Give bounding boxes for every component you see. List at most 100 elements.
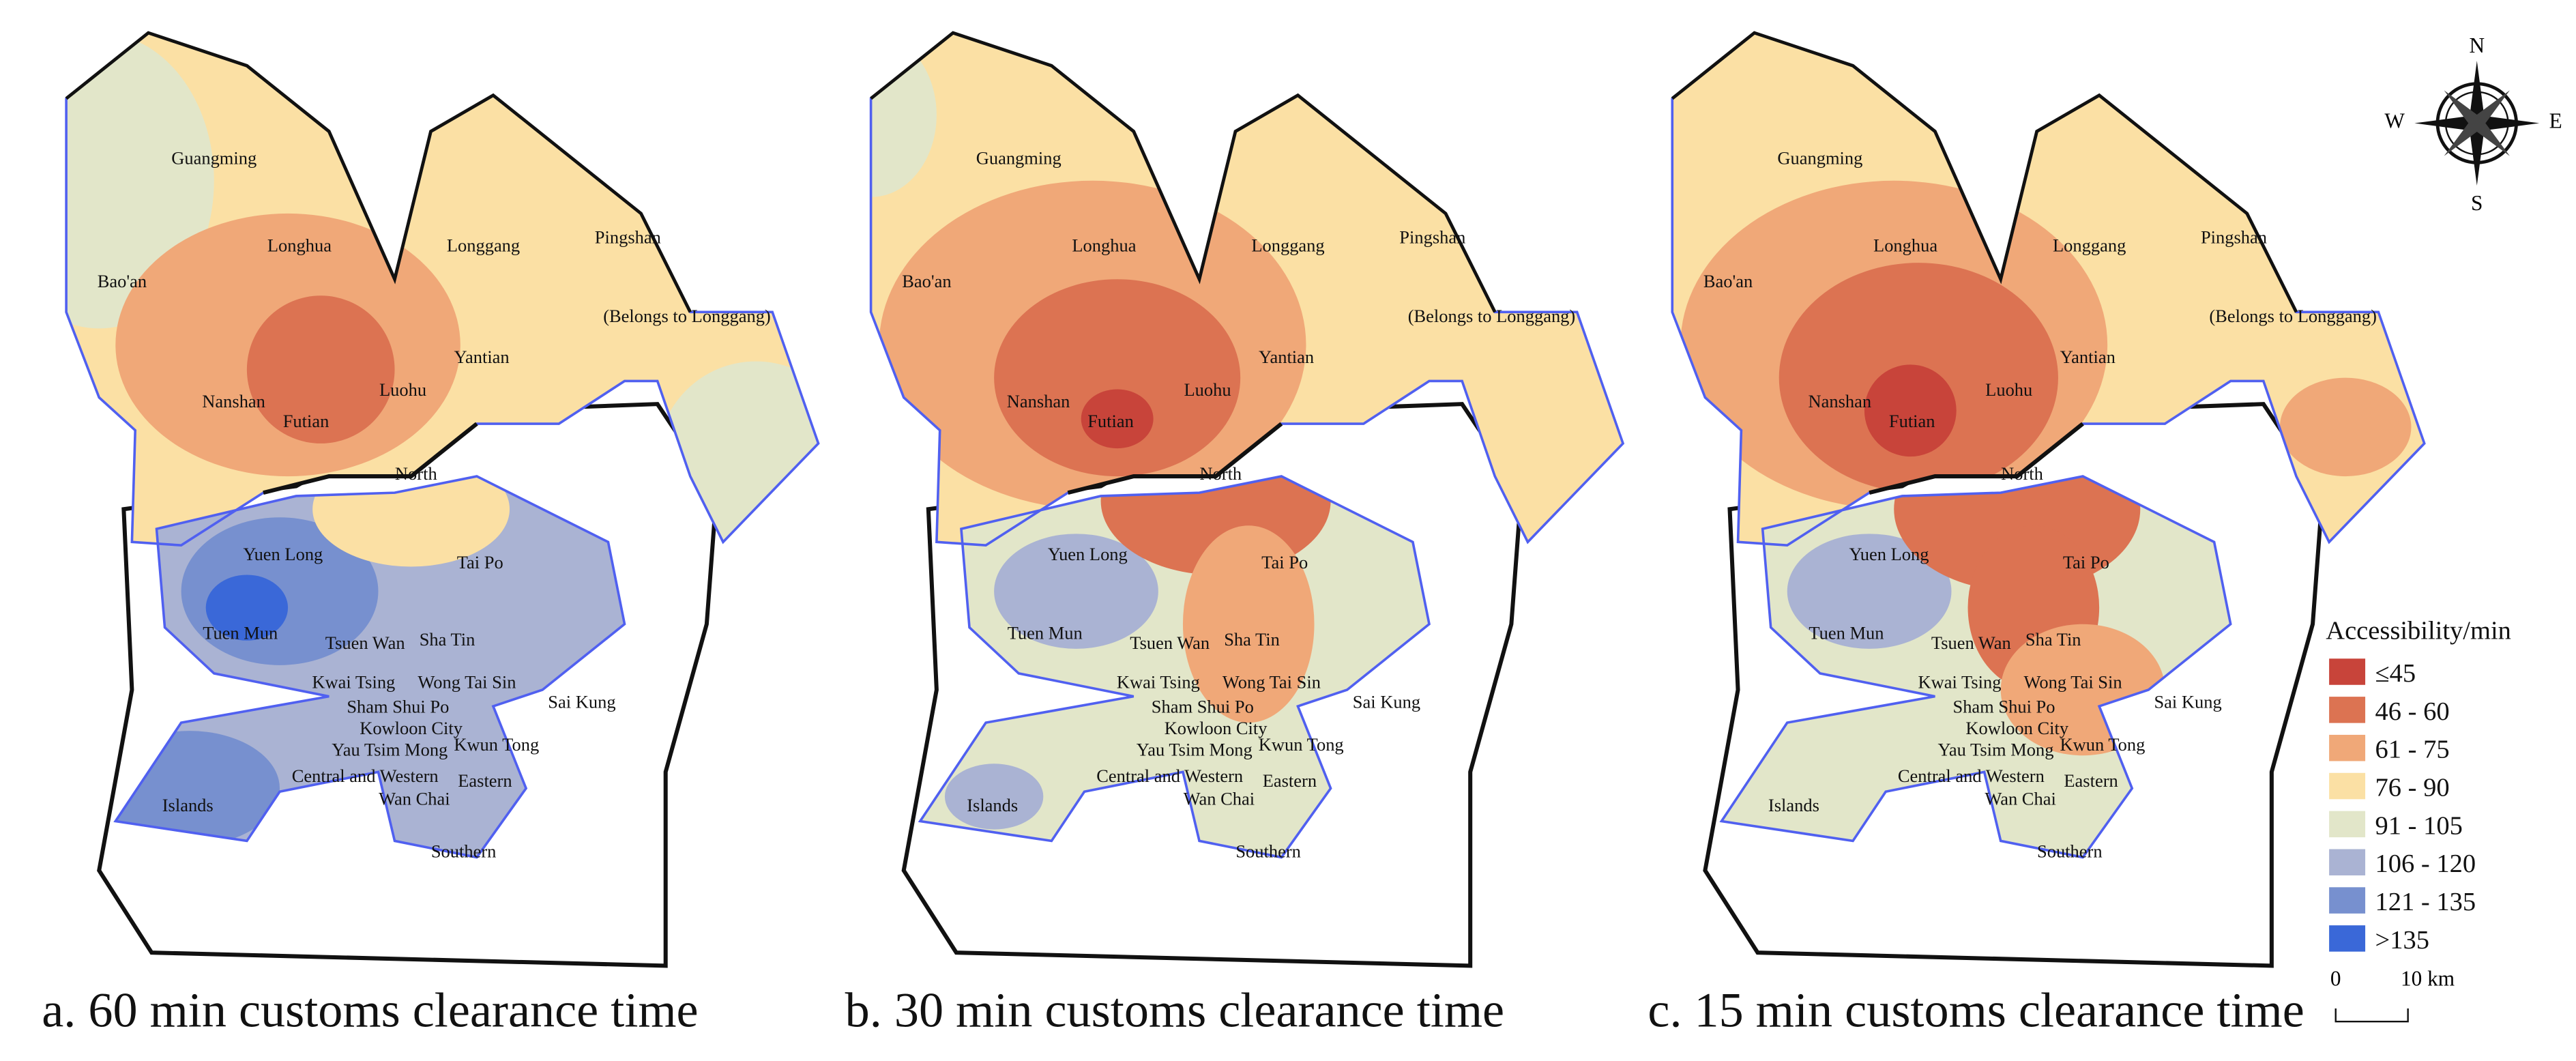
district-label: Yantian [1259, 347, 1314, 367]
legend-swatch [2329, 887, 2366, 914]
map-panel: Guangming Longhua Longgang Pingshan Bao'an (B… [869, 31, 1625, 968]
district-label: Tsuen Wan [1130, 633, 1210, 653]
legend-swatch [2329, 697, 2366, 723]
district-label: Kwun Tong [454, 734, 539, 755]
district-label: Yuen Long [243, 544, 323, 564]
scale-bar: 0 10 km [2330, 966, 2455, 1023]
district-label: Tsuen Wan [325, 633, 405, 653]
map-panel: Guangming Longhua Longgang Pingshan Bao'an (B… [65, 31, 820, 968]
district-label: Tai Po [1261, 552, 1308, 572]
district-label: Longgang [1251, 235, 1324, 255]
district-label: Pingshan [2201, 227, 2267, 247]
district-label: Kwun Tong [1259, 734, 1344, 755]
shenzhen-north-border [1671, 31, 2298, 313]
district-label: Kwun Tong [2060, 734, 2145, 755]
sz-hk-border [263, 422, 478, 495]
district-label: Sham Shui Po [347, 697, 449, 717]
accessibility-zone [944, 764, 1044, 830]
legend-label: 121 - 135 [2375, 888, 2476, 916]
compass-w: W [2384, 109, 2405, 133]
district-label: Sha Tin [2025, 629, 2081, 650]
district-label: Wan Chai [1184, 788, 1255, 809]
district-label: Kowloon City [1965, 718, 2069, 738]
district-label: Bao'an [1703, 271, 1753, 291]
sz-hk-border [1067, 422, 1283, 495]
district-label: Luohu [1184, 379, 1231, 400]
legend-label: 91 - 105 [2375, 811, 2463, 840]
district-label: Pingshan [1399, 227, 1465, 247]
accessibility-zone [1182, 525, 1315, 723]
district-label: Tai Po [457, 552, 503, 572]
compass-e: E [2549, 109, 2562, 133]
district-label: Southern [2037, 841, 2103, 862]
district-label: Yuen Long [1849, 544, 1929, 564]
district-label: Yantian [454, 347, 510, 367]
accessibility-zone [246, 295, 395, 444]
district-label: Kwai Tsing [312, 672, 395, 693]
district-label: Eastern [1263, 770, 1317, 791]
district-label: Wong Tai Sin [1223, 672, 1321, 693]
district-label: Southern [1235, 841, 1301, 862]
district-label: Eastern [458, 770, 512, 791]
district-label: Tuen Mun [1809, 622, 1884, 643]
district-label: Sha Tin [1224, 629, 1280, 650]
panel-caption: c. 15 min customs clearance time [1648, 983, 2304, 1037]
district-label: Luohu [1985, 379, 2032, 400]
legend-label: 61 - 75 [2375, 736, 2450, 764]
district-label: Yantian [2060, 347, 2116, 367]
district-label: North [395, 463, 437, 484]
district-label: Sai Kung [1353, 691, 1420, 712]
district-label: Sham Shui Po [1152, 697, 1254, 717]
map-panel: Guangming Longhua Longgang Pingshan Bao'an (B… [1671, 31, 2426, 968]
district-label: Tai Po [2063, 552, 2109, 572]
district-label: (Belongs to Longgang) [1408, 306, 1576, 326]
district-label: Sai Kung [2154, 691, 2221, 712]
district-label: Longhua [1873, 235, 1937, 255]
district-label: Futian [1087, 411, 1134, 431]
shenzhen-north-border [65, 31, 692, 313]
district-label: Guangming [1777, 148, 1862, 169]
hk-outline [1719, 475, 2232, 859]
district-label: (Belongs to Longgang) [603, 306, 771, 326]
district-label: North [2001, 463, 2043, 484]
district-label: Longhua [267, 235, 332, 255]
scale-end: 10 km [2401, 966, 2455, 990]
legend-swatch [2329, 849, 2366, 875]
legend-title: Accessibility/min [2326, 616, 2511, 645]
legend-swatch [2329, 772, 2366, 800]
hk-outline [918, 475, 1431, 859]
compass: N S E W [2384, 33, 2562, 215]
district-label: Eastern [2064, 770, 2118, 791]
district-label: Wong Tai Sin [418, 672, 516, 693]
accessibility-zone [994, 279, 1241, 477]
legend-swatch [2329, 811, 2366, 838]
district-label: Futian [1889, 411, 1935, 431]
legend-swatch [2329, 658, 2366, 685]
legend-label: >135 [2375, 926, 2429, 955]
district-label: Tuen Mun [203, 622, 278, 643]
district-label: Islands [967, 795, 1018, 815]
district-label: Islands [1768, 795, 1819, 815]
district-label: Sha Tin [420, 629, 475, 650]
panel-caption: a. 60 min customs clearance time [42, 983, 698, 1037]
district-label: Wan Chai [379, 788, 450, 809]
district-label: Sham Shui Po [1952, 697, 2055, 717]
district-label: Luohu [379, 379, 426, 400]
district-label: Longgang [447, 235, 520, 255]
district-label: North [1199, 463, 1242, 484]
district-label: Kowloon City [1165, 718, 1268, 738]
district-label: Islands [162, 795, 214, 815]
district-label: Kwai Tsing [1918, 672, 2002, 693]
district-label: (Belongs to Longgang) [2209, 306, 2377, 326]
district-label: Central and Western [1096, 766, 1243, 786]
district-label: Sai Kung [548, 691, 615, 712]
district-label: Central and Western [292, 766, 439, 786]
hk-outline [113, 475, 626, 859]
district-label: Longhua [1072, 235, 1136, 255]
district-label: Longgang [2053, 235, 2126, 255]
legend-label: 76 - 90 [2375, 773, 2450, 802]
accessibility-zone [2279, 377, 2412, 477]
district-label: Wan Chai [1985, 788, 2055, 809]
